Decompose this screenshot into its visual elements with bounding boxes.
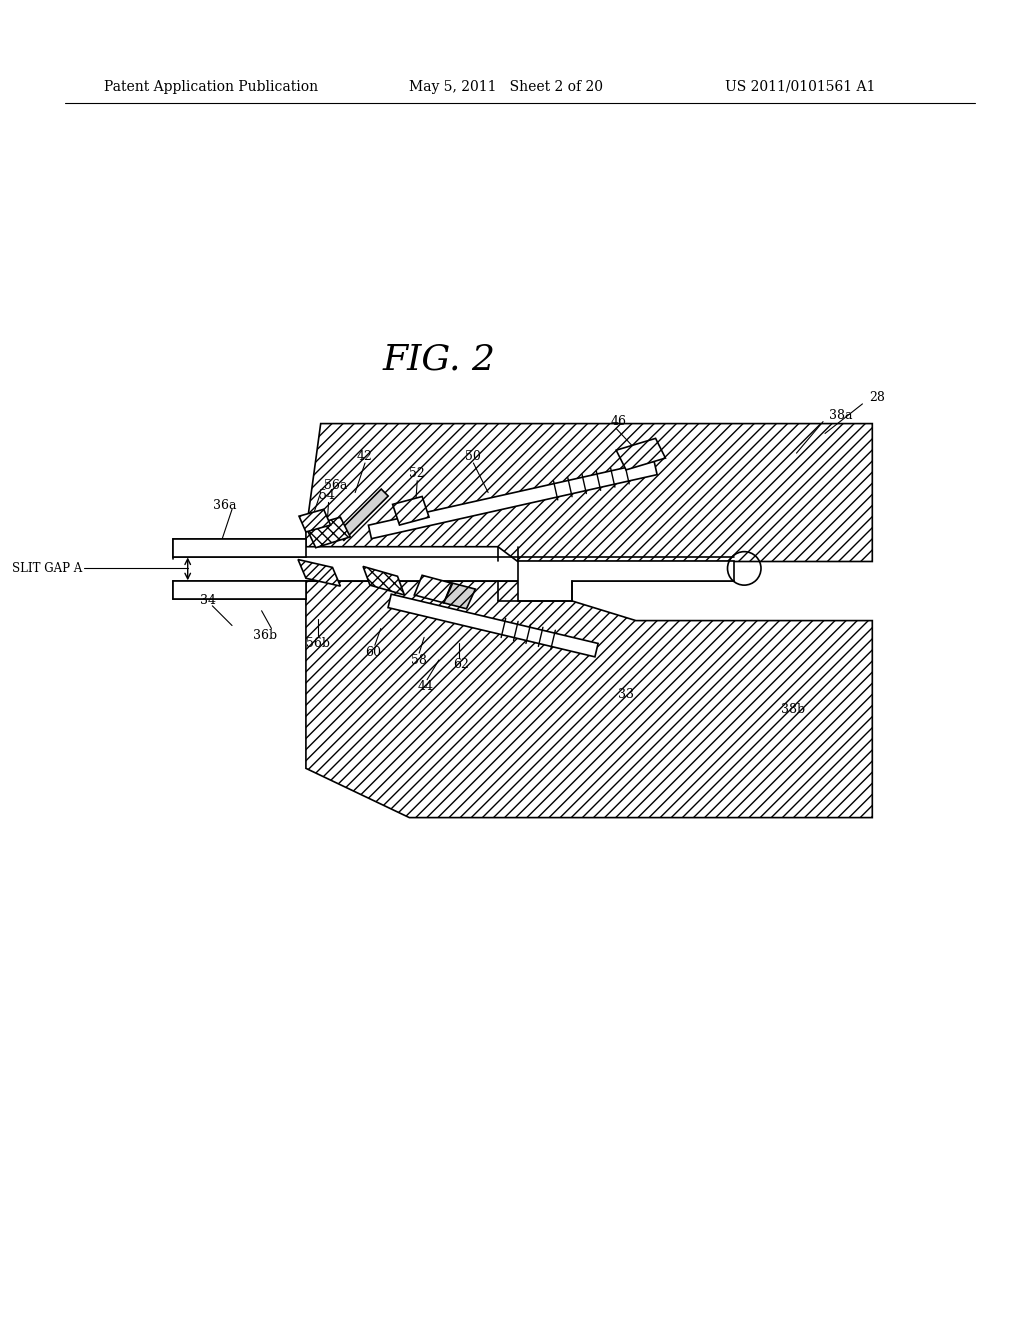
Text: 60: 60 (365, 645, 381, 659)
Text: SLIT GAP A: SLIT GAP A (12, 562, 82, 576)
Polygon shape (364, 566, 404, 595)
Text: 52: 52 (410, 467, 425, 480)
Polygon shape (299, 510, 331, 532)
Polygon shape (518, 561, 734, 601)
Text: 38a: 38a (829, 409, 852, 422)
Polygon shape (306, 581, 872, 817)
Text: 44: 44 (418, 680, 434, 693)
Text: 42: 42 (357, 450, 373, 462)
Text: 28: 28 (869, 392, 885, 404)
Text: 34: 34 (201, 594, 216, 607)
Text: US 2011/0101561 A1: US 2011/0101561 A1 (725, 79, 874, 94)
Polygon shape (298, 560, 340, 586)
Text: 36b: 36b (254, 628, 278, 642)
Polygon shape (306, 424, 872, 561)
Text: 33: 33 (618, 688, 634, 701)
Text: FIG. 2: FIG. 2 (382, 343, 496, 376)
Polygon shape (443, 583, 475, 609)
Text: 56a: 56a (324, 479, 347, 492)
Polygon shape (616, 438, 666, 470)
Text: 58: 58 (412, 653, 427, 667)
Text: 54: 54 (318, 488, 335, 502)
Polygon shape (173, 581, 306, 599)
Text: Patent Application Publication: Patent Application Publication (104, 79, 318, 94)
Polygon shape (392, 496, 429, 525)
Text: May 5, 2011   Sheet 2 of 20: May 5, 2011 Sheet 2 of 20 (410, 79, 603, 94)
Polygon shape (306, 517, 350, 548)
Polygon shape (388, 594, 598, 657)
Text: 46: 46 (610, 414, 626, 428)
Text: 56b: 56b (306, 636, 330, 649)
Text: 38b: 38b (781, 702, 806, 715)
Polygon shape (173, 539, 306, 557)
Polygon shape (337, 490, 388, 540)
Text: 62: 62 (453, 659, 469, 672)
Polygon shape (369, 461, 657, 539)
Text: 50: 50 (466, 450, 481, 462)
Polygon shape (415, 576, 452, 603)
Text: 36a: 36a (213, 499, 237, 512)
